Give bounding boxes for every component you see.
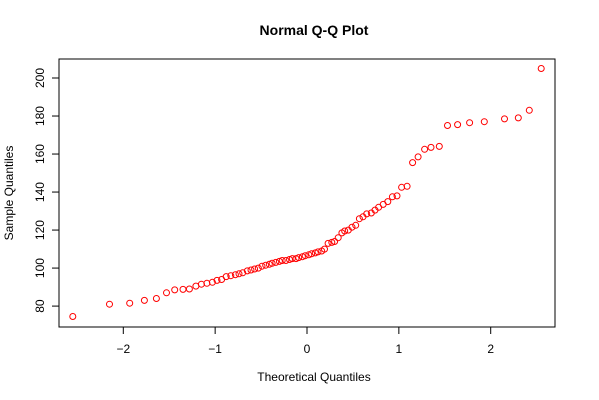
data-point (272, 258, 280, 266)
data-point (355, 215, 363, 223)
data-point (321, 245, 328, 253)
data-point (308, 250, 316, 258)
data-point (403, 182, 411, 190)
data-point (427, 143, 435, 151)
x-tick-label: −1 (208, 342, 222, 356)
y-tick-label: 140 (33, 182, 47, 202)
data-point (203, 279, 211, 287)
data-point (466, 119, 474, 127)
data-point (295, 254, 303, 262)
data-point (537, 65, 545, 72)
data-point (185, 285, 193, 293)
data-point (388, 193, 396, 201)
data-point (208, 278, 216, 286)
y-tick-label: 100 (33, 258, 47, 278)
data-point (171, 286, 179, 294)
x-tick-label: −2 (116, 342, 130, 356)
data-point (163, 289, 170, 297)
data-point (275, 257, 283, 265)
data-point (398, 183, 406, 191)
x-axis-label: Theoretical Quantiles (257, 370, 370, 384)
data-point (268, 259, 276, 267)
data-point (414, 153, 422, 161)
data-point (213, 276, 221, 284)
data-point (352, 221, 360, 229)
data-point (314, 248, 322, 256)
y-axis: 80 100 120 140 160 180 200 (33, 68, 60, 313)
data-point (69, 313, 77, 320)
plot-frame (58, 58, 556, 328)
data-point (444, 122, 451, 129)
data-point (288, 255, 296, 263)
y-tick-label: 180 (33, 106, 47, 126)
data-point (106, 300, 113, 308)
data-point (334, 234, 342, 242)
data-point (251, 265, 259, 273)
x-axis: −2 −1 0 1 2 (116, 326, 494, 356)
chart-title: Normal Q-Q Plot (260, 22, 369, 38)
data-point (348, 223, 356, 231)
data-point (197, 280, 205, 288)
data-point (301, 252, 309, 260)
data-point (514, 114, 522, 122)
x-tick-label: 2 (487, 342, 494, 356)
data-point (140, 296, 148, 304)
data-point (247, 266, 255, 274)
data-point (331, 238, 339, 245)
y-tick-label: 120 (33, 220, 47, 240)
data-point (235, 270, 243, 278)
y-tick-label: 160 (33, 144, 47, 164)
data-point (525, 106, 533, 114)
y-tick-label: 200 (33, 68, 47, 88)
data-point (152, 295, 160, 302)
data-point (282, 257, 290, 264)
data-point (421, 145, 429, 153)
data-point (435, 142, 443, 150)
data-point (363, 210, 371, 218)
y-axis-label: Sample Quantiles (2, 146, 16, 241)
x-tick-label: 0 (304, 342, 311, 356)
data-point (227, 272, 235, 280)
data-points (69, 65, 545, 320)
data-point (239, 269, 247, 277)
x-tick-label: 1 (396, 342, 403, 356)
data-point (126, 299, 134, 307)
data-point (231, 271, 239, 279)
data-point (454, 121, 462, 129)
data-point (328, 238, 336, 246)
data-point (384, 198, 392, 206)
data-point (258, 262, 266, 270)
data-point (254, 264, 262, 272)
data-point (324, 239, 332, 247)
data-point (262, 261, 270, 269)
data-point (393, 192, 401, 200)
data-point (480, 118, 488, 126)
data-point (222, 273, 230, 281)
data-point (278, 257, 286, 264)
data-point (243, 267, 251, 275)
data-point (501, 115, 508, 123)
data-point (179, 285, 187, 293)
data-point (409, 159, 417, 167)
data-point (341, 227, 349, 235)
y-tick-label: 80 (33, 299, 47, 313)
